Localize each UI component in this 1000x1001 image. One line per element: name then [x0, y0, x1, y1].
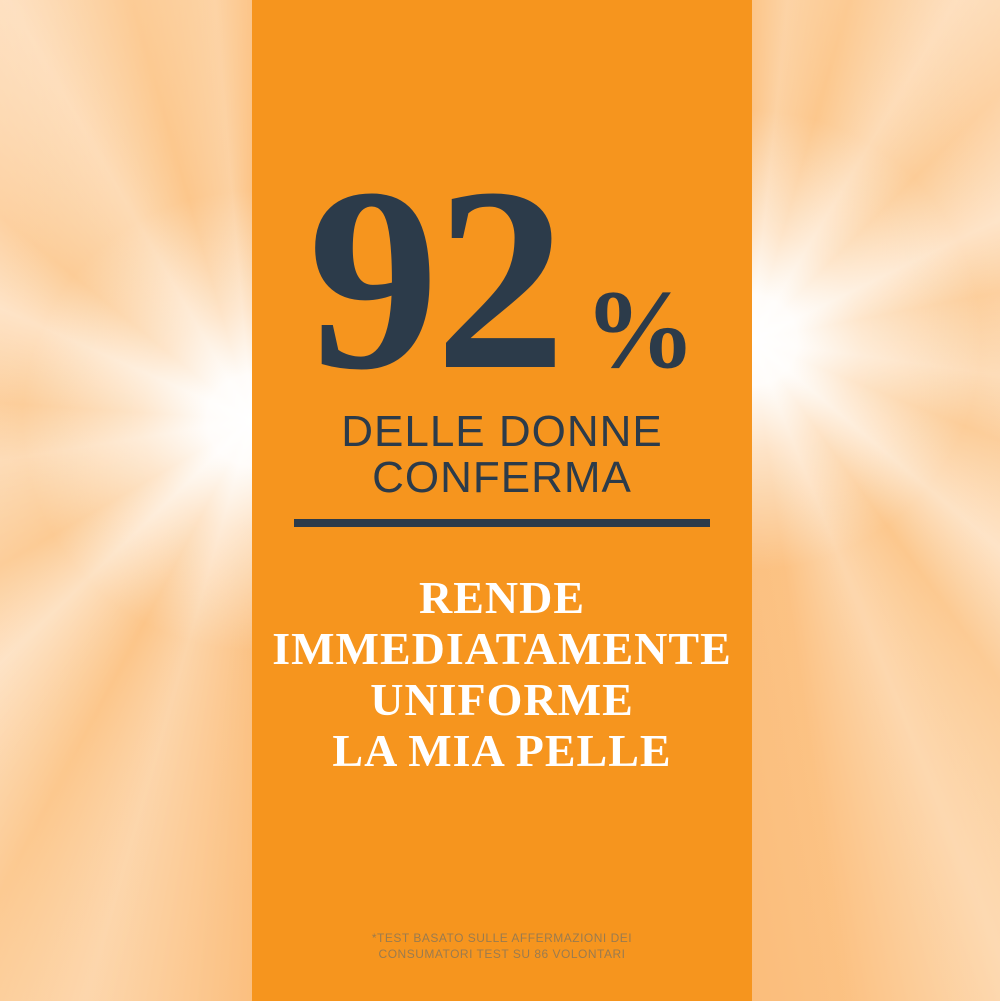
divider-rule — [294, 519, 710, 527]
stat-subtitle: DELLE DONNE CONFERMA — [252, 409, 752, 501]
claim-line-3: UNIFORME — [370, 674, 634, 725]
subtitle-line-1: DELLE DONNE — [341, 407, 663, 456]
percent-sign: % — [584, 268, 696, 392]
footnote-line-1: *TEST BASATO SULLE AFFERMAZIONI DEI — [371, 931, 633, 945]
subtitle-line-2: CONFERMA — [372, 453, 632, 502]
stat-value: 92 — [308, 134, 566, 424]
claim-line-4: LA MIA PELLE — [332, 725, 672, 776]
footnote-line-2: CONSUMATORI TEST SU 86 VOLONTARI — [378, 947, 626, 961]
product-claim: RENDE IMMEDIATAMENTE UNIFORME LA MIA PEL… — [252, 572, 752, 776]
claim-panel: 92 % DELLE DONNE CONFERMA RENDE IMMEDIAT… — [252, 0, 752, 1001]
stat-figure: 92 % — [252, 148, 752, 410]
sunburst-right — [752, 0, 1000, 1001]
test-disclaimer: *TEST BASATO SULLE AFFERMAZIONI DEI CONS… — [252, 930, 752, 962]
claim-line-1: RENDE — [418, 572, 586, 623]
sunburst-left — [0, 0, 252, 1001]
claim-line-2: IMMEDIATAMENTE — [272, 623, 732, 674]
